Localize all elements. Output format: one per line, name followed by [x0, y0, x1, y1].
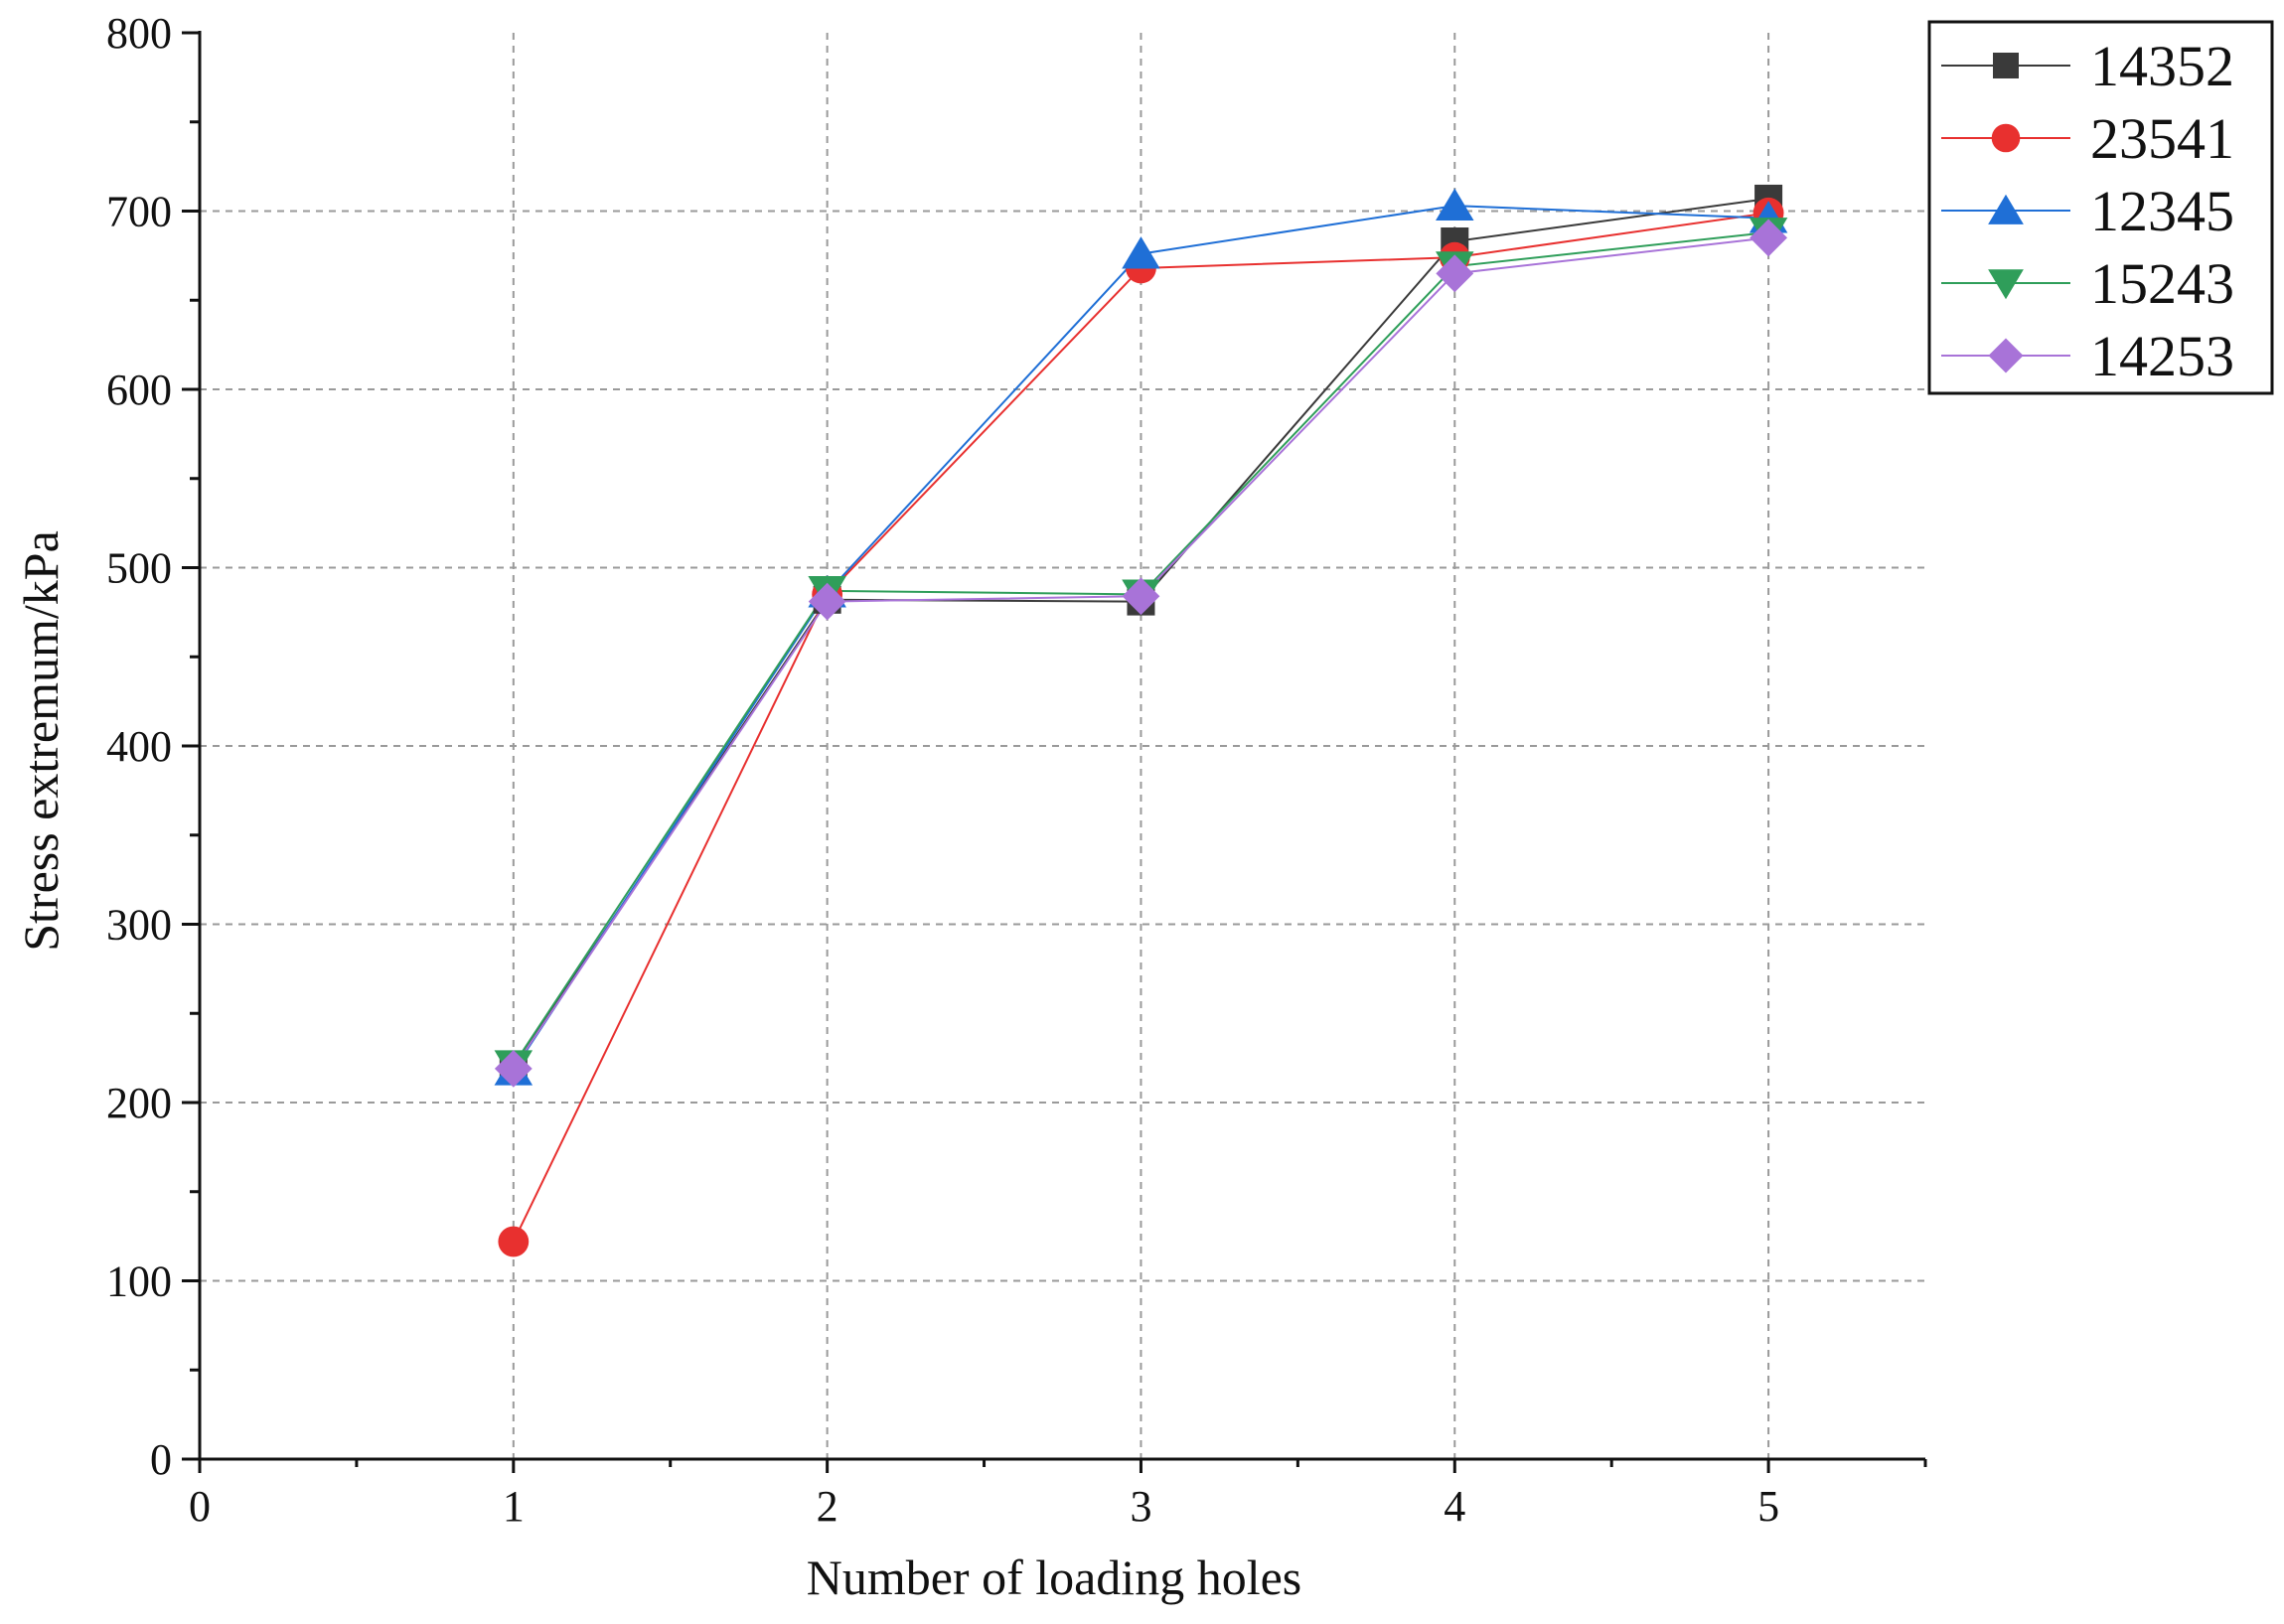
- data-point-14253: [1750, 219, 1787, 257]
- legend-marker-12345: [1988, 194, 2024, 224]
- legend-box: [1927, 20, 2274, 395]
- x-tick-label: 0: [189, 1482, 211, 1531]
- series-line-23541: [512, 212, 1769, 1243]
- x-tick-label: 3: [1130, 1482, 1151, 1531]
- grid-layer: [200, 33, 1925, 1459]
- legend-marker-15243: [1988, 269, 2024, 300]
- legend-label-23541: 23541: [2090, 106, 2234, 171]
- data-point-14253: [1436, 254, 1474, 293]
- y-tick-label: 400: [106, 722, 172, 771]
- y-tick-label: 800: [106, 9, 172, 58]
- data-point-14253: [1122, 577, 1160, 616]
- y-tick-label: 600: [106, 366, 172, 414]
- y-axis-title: Stress extremum/kPa: [13, 530, 69, 952]
- x-tick-label: 5: [1757, 1482, 1779, 1531]
- y-tick-label: 200: [106, 1079, 172, 1127]
- y-tick-label: 700: [106, 188, 172, 236]
- y-tick-label: 300: [106, 901, 172, 950]
- series-points-14253: [494, 219, 1787, 1088]
- legend-marker-14352: [1993, 53, 2019, 78]
- legend: 14352 23541 12345 15243 14253: [1927, 20, 2274, 395]
- series-23541: [512, 212, 1769, 1243]
- x-tick-label: 4: [1444, 1482, 1465, 1531]
- legend-label-14352: 14352: [2090, 34, 2234, 98]
- series-layer: [494, 184, 1788, 1257]
- x-axis-title: Number of loading holes: [807, 1550, 1302, 1605]
- x-tick-label: 2: [817, 1482, 838, 1531]
- data-point-12345: [1122, 236, 1160, 269]
- x-tick-label: 1: [503, 1482, 525, 1531]
- y-tick-label: 100: [106, 1257, 172, 1306]
- data-point-14253: [494, 1049, 533, 1088]
- legend-marker-23541: [1991, 123, 2021, 153]
- legend-marker-14253: [1988, 338, 2024, 373]
- data-point-12345: [1436, 188, 1474, 221]
- y-tick-label: 500: [106, 544, 172, 593]
- legend-label-15243: 15243: [2090, 251, 2234, 316]
- legend-label-14253: 14253: [2090, 324, 2234, 388]
- axes-layer: [182, 31, 1927, 1473]
- data-point-23541: [498, 1226, 530, 1257]
- labels-layer: 0 1 2 3 4 5 0 100 200 300 400 500 600 700 800: [106, 9, 1779, 1531]
- y-tick-label: 0: [150, 1435, 172, 1484]
- legend-label-12345: 12345: [2090, 179, 2234, 243]
- data-point-14253: [808, 582, 846, 621]
